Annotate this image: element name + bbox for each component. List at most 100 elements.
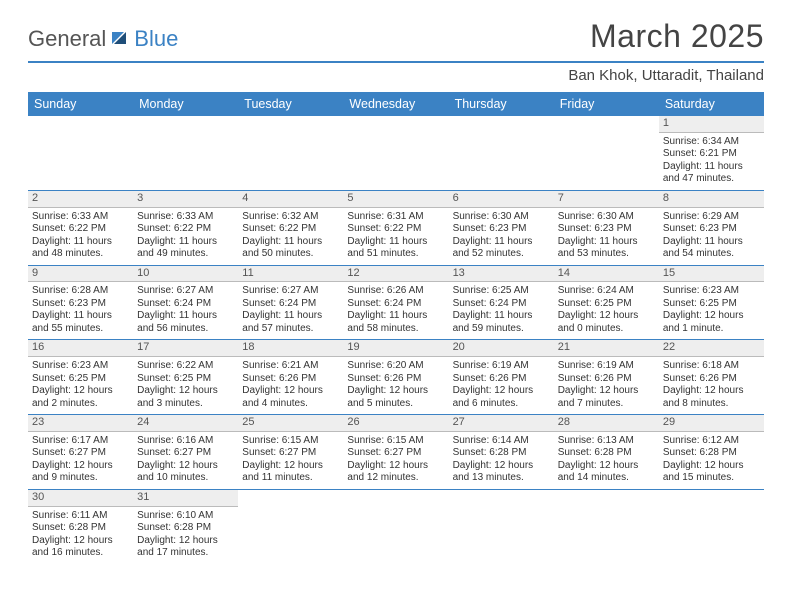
daylight-text: Daylight: 11 hours and 51 minutes. <box>347 236 444 261</box>
sunrise-text: Sunrise: 6:18 AM <box>663 360 760 373</box>
daylight-text: Daylight: 12 hours and 7 minutes. <box>558 385 655 410</box>
calendar-day: 19 Sunrise: 6:20 AMSunset: 6:26 PMDayligh… <box>343 340 448 414</box>
day-number: 11 <box>238 266 343 283</box>
sunset-text: Sunset: 6:26 PM <box>347 373 444 386</box>
sunset-text: Sunset: 6:23 PM <box>558 223 655 236</box>
calendar-day: 1Sunrise: 6:34 AMSunset: 6:21 PMDaylight… <box>659 116 764 190</box>
sunrise-text: Sunrise: 6:33 AM <box>32 211 129 224</box>
daylight-text: Daylight: 12 hours and 1 minute. <box>663 310 760 335</box>
day-number: 13 <box>449 266 554 283</box>
sunset-text: Sunset: 6:28 PM <box>453 447 550 460</box>
day-number: 2 <box>28 191 133 208</box>
daylight-text: Daylight: 12 hours and 9 minutes. <box>32 460 129 485</box>
day-number: 8 <box>659 191 764 208</box>
daylight-text: Daylight: 12 hours and 2 minutes. <box>32 385 129 410</box>
sunset-text: Sunset: 6:26 PM <box>242 373 339 386</box>
day-number: 19 <box>343 340 448 357</box>
sunrise-text: Sunrise: 6:15 AM <box>242 435 339 448</box>
calendar-week: 30Sunrise: 6:11 AMSunset: 6:28 PMDayligh… <box>28 490 764 564</box>
weekday-header: Thursday <box>449 92 554 116</box>
sunrise-text: Sunrise: 6:16 AM <box>137 435 234 448</box>
calendar-day: 17Sunrise: 6:22 AMSunset: 6:25 PMDayligh… <box>133 340 238 414</box>
daylight-text: Daylight: 12 hours and 13 minutes. <box>453 460 550 485</box>
sunset-text: Sunset: 6:26 PM <box>558 373 655 386</box>
calendar-day: 22Sunrise: 6:18 AMSunset: 6:26 PMDayligh… <box>659 340 764 414</box>
sunset-text: Sunset: 6:25 PM <box>558 298 655 311</box>
calendar-day: 29Sunrise: 6:12 AMSunset: 6:28 PMDayligh… <box>659 415 764 489</box>
calendar-day <box>238 490 343 564</box>
sunrise-text: Sunrise: 6:33 AM <box>137 211 234 224</box>
calendar-day <box>554 116 659 190</box>
calendar-day: 23Sunrise: 6:17 AMSunset: 6:27 PMDayligh… <box>28 415 133 489</box>
calendar-day <box>659 490 764 564</box>
day-number: 4 <box>238 191 343 208</box>
calendar-day: 16Sunrise: 6:23 AMSunset: 6:25 PMDayligh… <box>28 340 133 414</box>
sunrise-text: Sunrise: 6:28 AM <box>32 285 129 298</box>
day-number: 30 <box>28 490 133 507</box>
weekday-header: Saturday <box>659 92 764 116</box>
calendar-day: 6Sunrise: 6:30 AMSunset: 6:23 PMDaylight… <box>449 191 554 265</box>
sunrise-text: Sunrise: 6:22 AM <box>137 360 234 373</box>
daylight-text: Daylight: 11 hours and 49 minutes. <box>137 236 234 261</box>
sunrise-text: Sunrise: 6:23 AM <box>32 360 129 373</box>
sunset-text: Sunset: 6:24 PM <box>137 298 234 311</box>
sunset-text: Sunset: 6:25 PM <box>32 373 129 386</box>
sunrise-text: Sunrise: 6:10 AM <box>137 510 234 523</box>
sunset-text: Sunset: 6:21 PM <box>663 148 760 161</box>
sunrise-text: Sunrise: 6:21 AM <box>242 360 339 373</box>
day-number: 23 <box>28 415 133 432</box>
sunrise-text: Sunrise: 6:30 AM <box>453 211 550 224</box>
sunset-text: Sunset: 6:26 PM <box>453 373 550 386</box>
day-number: 31 <box>133 490 238 507</box>
daylight-text: Daylight: 12 hours and 5 minutes. <box>347 385 444 410</box>
sunset-text: Sunset: 6:24 PM <box>347 298 444 311</box>
daylight-text: Daylight: 12 hours and 16 minutes. <box>32 535 129 560</box>
day-number: 5 <box>343 191 448 208</box>
calendar-week: 23Sunrise: 6:17 AMSunset: 6:27 PMDayligh… <box>28 415 764 490</box>
sunset-text: Sunset: 6:27 PM <box>347 447 444 460</box>
calendar-day: 31Sunrise: 6:10 AMSunset: 6:28 PMDayligh… <box>133 490 238 564</box>
day-number: 17 <box>133 340 238 357</box>
calendar-day: 11 Sunrise: 6:27 AMSunset: 6:24 PMDayligh… <box>238 266 343 340</box>
sunrise-text: Sunrise: 6:27 AM <box>242 285 339 298</box>
day-number: 26 <box>343 415 448 432</box>
sunset-text: Sunset: 6:28 PM <box>137 522 234 535</box>
logo-flag-icon <box>110 26 132 52</box>
sunrise-text: Sunrise: 6:20 AM <box>347 360 444 373</box>
daylight-text: Daylight: 12 hours and 4 minutes. <box>242 385 339 410</box>
calendar-day: 7Sunrise: 6:30 AMSunset: 6:23 PMDaylight… <box>554 191 659 265</box>
calendar-day: 26Sunrise: 6:15 AMSunset: 6:27 PMDayligh… <box>343 415 448 489</box>
calendar-day: 27Sunrise: 6:14 AMSunset: 6:28 PMDayligh… <box>449 415 554 489</box>
calendar-day: 2Sunrise: 6:33 AMSunset: 6:22 PMDaylight… <box>28 191 133 265</box>
daylight-text: Daylight: 12 hours and 14 minutes. <box>558 460 655 485</box>
sunrise-text: Sunrise: 6:13 AM <box>558 435 655 448</box>
sunrise-text: Sunrise: 6:19 AM <box>453 360 550 373</box>
daylight-text: Daylight: 12 hours and 12 minutes. <box>347 460 444 485</box>
day-number: 3 <box>133 191 238 208</box>
calendar-day <box>554 490 659 564</box>
day-number: 25 <box>238 415 343 432</box>
day-number: 1 <box>659 116 764 133</box>
calendar-body: 1Sunrise: 6:34 AMSunset: 6:21 PMDaylight… <box>28 116 764 564</box>
day-number: 9 <box>28 266 133 283</box>
sunset-text: Sunset: 6:28 PM <box>32 522 129 535</box>
sunrise-text: Sunrise: 6:29 AM <box>663 211 760 224</box>
sunset-text: Sunset: 6:22 PM <box>137 223 234 236</box>
calendar-day <box>238 116 343 190</box>
calendar-day <box>343 116 448 190</box>
location-text: Ban Khok, Uttaradit, Thailand <box>28 67 764 84</box>
daylight-text: Daylight: 11 hours and 50 minutes. <box>242 236 339 261</box>
logo: General Blue <box>28 18 178 52</box>
day-number: 27 <box>449 415 554 432</box>
sunrise-text: Sunrise: 6:30 AM <box>558 211 655 224</box>
sunset-text: Sunset: 6:27 PM <box>137 447 234 460</box>
sunrise-text: Sunrise: 6:26 AM <box>347 285 444 298</box>
sunset-text: Sunset: 6:22 PM <box>347 223 444 236</box>
day-number: 28 <box>554 415 659 432</box>
weekday-header: Monday <box>133 92 238 116</box>
daylight-text: Daylight: 11 hours and 57 minutes. <box>242 310 339 335</box>
sunset-text: Sunset: 6:24 PM <box>242 298 339 311</box>
calendar-day: 5Sunrise: 6:31 AMSunset: 6:22 PMDaylight… <box>343 191 448 265</box>
sunset-text: Sunset: 6:23 PM <box>453 223 550 236</box>
day-number: 14 <box>554 266 659 283</box>
